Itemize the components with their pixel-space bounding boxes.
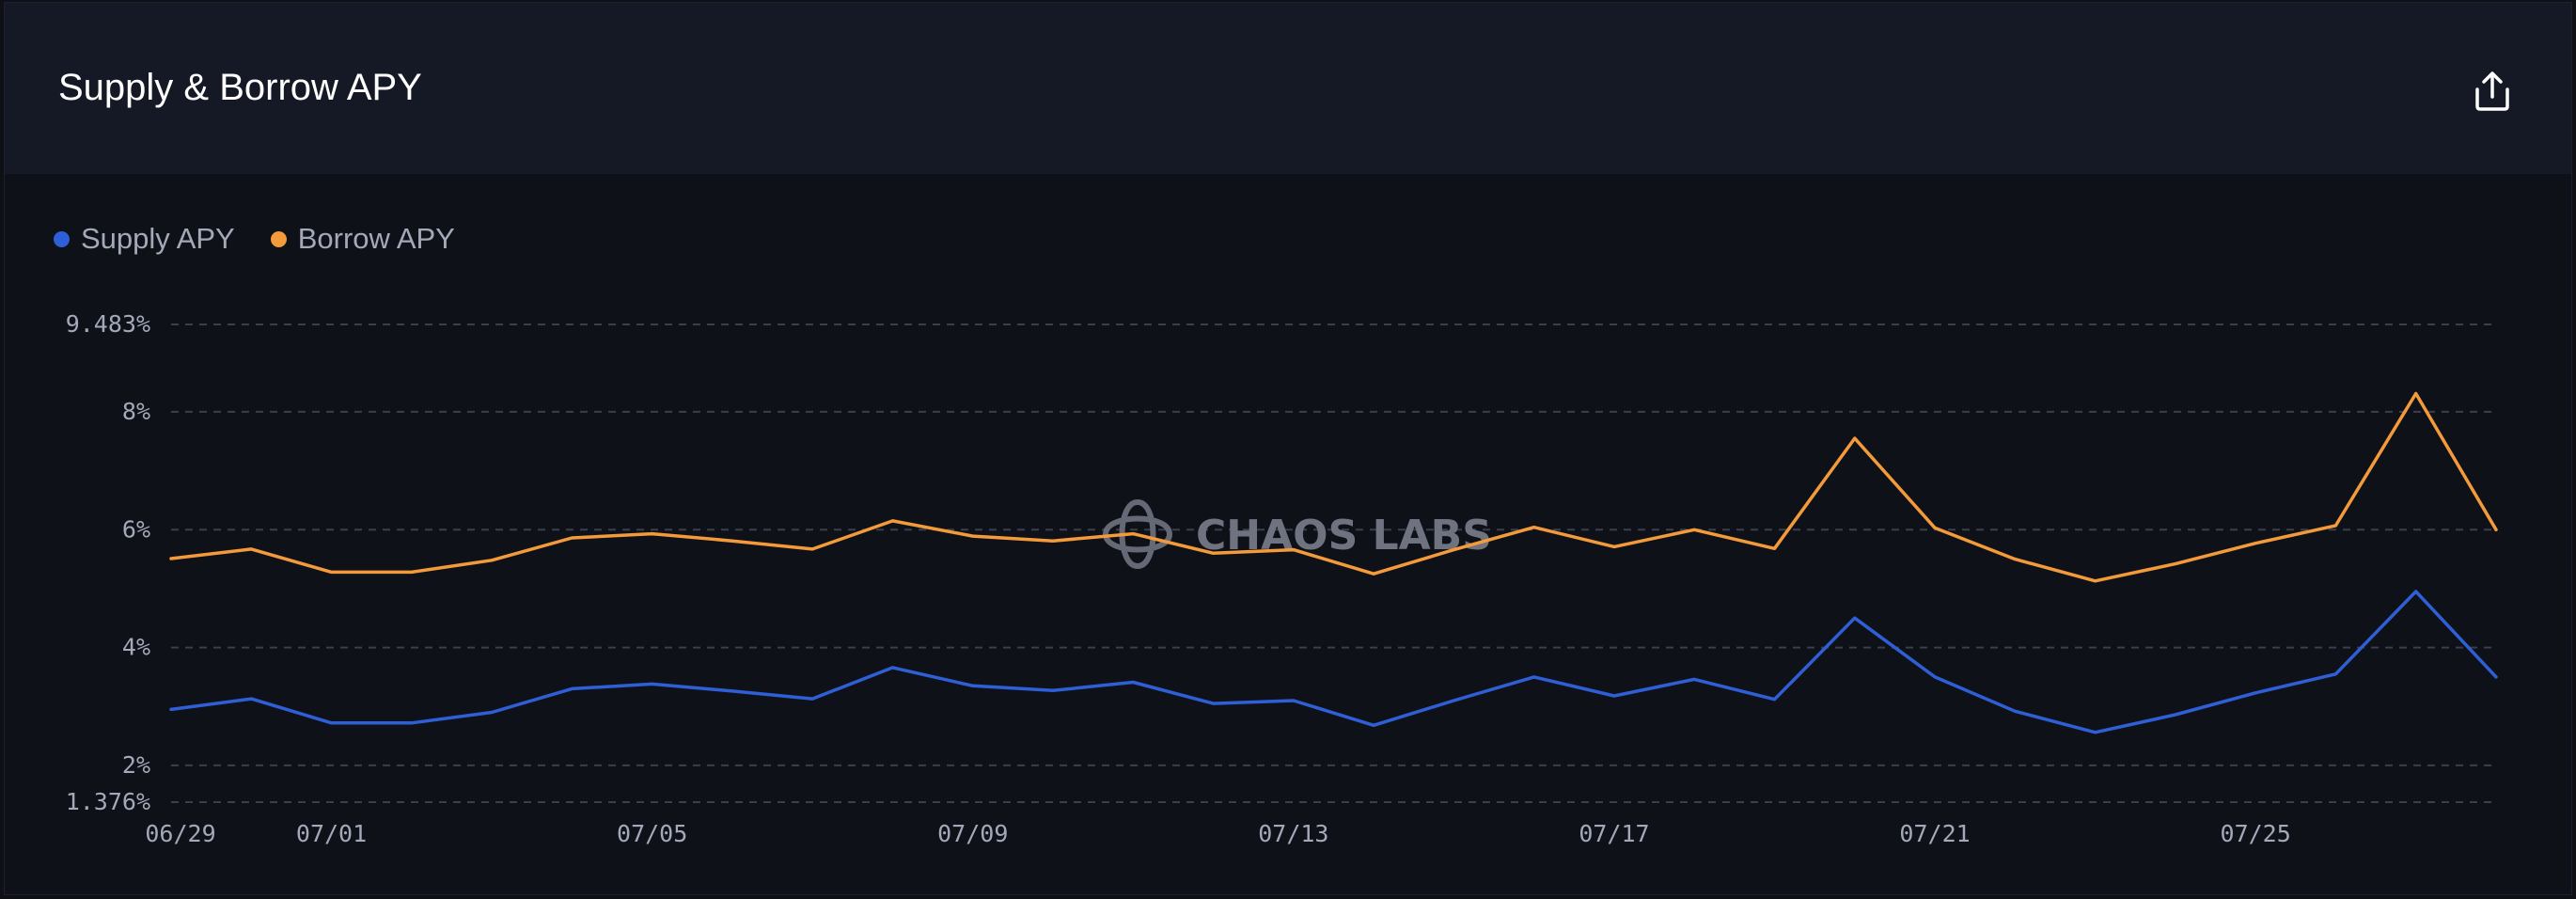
export-button[interactable] bbox=[2468, 67, 2517, 116]
borrow-apy-line bbox=[169, 391, 2498, 583]
chaos-labs-logo-icon bbox=[1102, 498, 1173, 570]
share-upload-icon bbox=[2475, 71, 2509, 111]
x-tick-label: 07/25 bbox=[2221, 820, 2291, 847]
legend-label-supply: Supply APY bbox=[81, 222, 235, 255]
legend-dot-supply bbox=[54, 230, 70, 247]
x-tick-label: 07/05 bbox=[617, 820, 687, 847]
x-tick-label: 07/09 bbox=[937, 820, 1008, 847]
y-tick-label: 1.376% bbox=[66, 788, 150, 815]
y-tick-label: 8% bbox=[122, 398, 150, 425]
y-tick-label: 9.483% bbox=[66, 310, 150, 338]
legend-dot-borrow bbox=[270, 230, 287, 247]
x-tick-label: 07/17 bbox=[1579, 820, 1649, 847]
legend-label-borrow: Borrow APY bbox=[297, 222, 455, 255]
y-tick-label: 6% bbox=[122, 515, 150, 543]
supply-apy-line bbox=[169, 590, 2498, 734]
card-header: Supply & Borrow APY bbox=[5, 3, 2571, 174]
x-tick-label: 07/13 bbox=[1258, 820, 1328, 847]
y-tick-label: 2% bbox=[122, 751, 150, 779]
legend-item-borrow[interactable]: Borrow APY bbox=[270, 222, 455, 256]
chart-legend: Supply APY Borrow APY bbox=[54, 222, 491, 256]
x-tick-label: 06/29 bbox=[145, 820, 215, 847]
x-tick-label: 07/21 bbox=[1899, 820, 1970, 847]
y-tick-label: 4% bbox=[122, 634, 150, 661]
x-tick-label: 07/01 bbox=[296, 820, 367, 847]
chart-card: Supply & Borrow APY bbox=[4, 2, 2572, 895]
chart-title: Supply & Borrow APY bbox=[58, 67, 422, 108]
legend-item-supply[interactable]: Supply APY bbox=[54, 222, 235, 256]
